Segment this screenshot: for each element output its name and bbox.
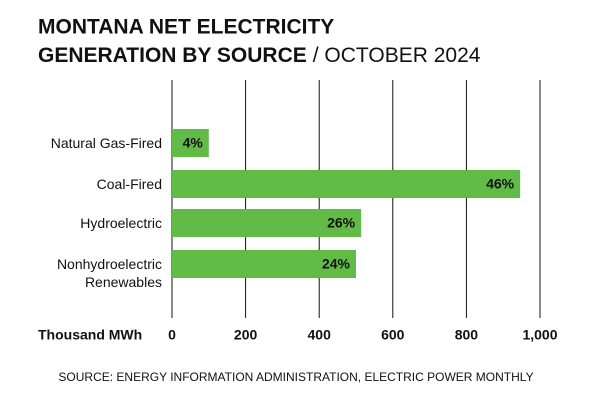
bar: [172, 209, 362, 237]
x-tick-label: 400: [308, 327, 332, 343]
source: SOURCE: ENERGY INFORMATION ADMINISTRATIO…: [58, 370, 533, 384]
category-label: Hydroelectric: [80, 215, 162, 231]
x-tick-label: 200: [234, 327, 258, 343]
x-tick-label: 600: [381, 327, 405, 343]
bar: [172, 129, 209, 157]
x-tick-label: 800: [455, 327, 479, 343]
x-axis-label: Thousand MWh: [38, 327, 142, 343]
data-label: 4%: [183, 135, 204, 151]
chart-title: MONTANA NET ELECTRICITY: [38, 16, 334, 39]
x-tick-label: 1,000: [522, 327, 557, 343]
bar: [172, 250, 356, 278]
data-label: 24%: [322, 256, 351, 272]
category-label: Nonhydroelectric Renewables: [56, 256, 162, 290]
data-label: 26%: [327, 215, 356, 231]
bar: [172, 170, 521, 198]
x-tick-label: 0: [168, 327, 176, 343]
chart-title-line: GENERATION BY SOURCE / OCTOBER 2024: [38, 44, 481, 67]
chart-title: GENERATION BY SOURCE: [38, 44, 307, 67]
chart-subtitle: / OCTOBER 2024: [313, 44, 481, 67]
category-label: Coal-Fired: [96, 176, 162, 192]
data-label: 46%: [486, 176, 515, 192]
category-label: Natural Gas-Fired: [50, 135, 162, 151]
